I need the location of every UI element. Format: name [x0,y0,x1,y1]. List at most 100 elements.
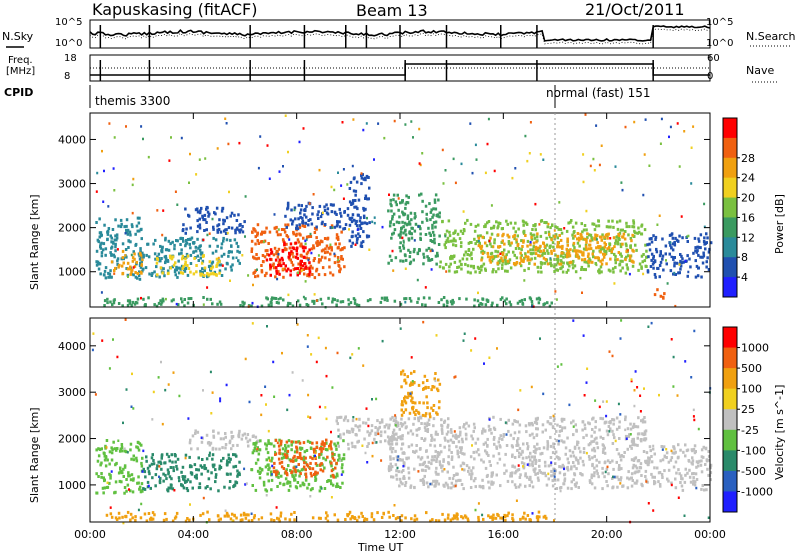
velocity-cell [394,517,398,521]
power-cell [587,264,590,268]
velocity-cell [168,459,171,463]
velocity-cell [387,467,391,471]
power-cell [401,220,404,224]
velocity-cell [507,511,510,515]
velocity-scatter-cell [553,469,556,472]
power-scatter-cell [112,167,115,170]
power-scatter-cell [176,203,179,206]
power-cell [126,299,130,303]
velocity-cell [688,468,691,472]
power-cell [697,253,700,257]
velocity-cell [337,458,340,462]
velocity-cell [384,439,387,443]
velocity-cell [533,445,536,449]
power-scatter-cell [307,258,310,262]
power-cell [474,242,477,246]
power-cell [479,234,482,238]
velocity-cell [402,410,405,414]
velocity-cell [328,444,331,448]
velocity-cell [423,460,426,464]
power-cell [141,258,144,262]
velocity-cell [103,486,106,490]
velocity-cell [472,422,476,426]
velocity-cell [290,512,293,516]
power-cell [570,219,573,222]
power-cell [600,235,603,239]
velocity-cell [321,469,325,473]
power-cell [569,248,572,252]
velocity-cell [611,486,614,490]
power-scatter-cell [460,162,463,166]
velocity-cell [490,480,493,484]
velocity-cell [419,457,423,461]
power-cell [589,259,592,263]
power-scatter-cell [584,113,587,116]
power-cell [198,226,202,230]
power-cell [612,270,615,274]
power-cell [496,303,499,307]
velocity-cell [160,456,163,460]
velocity-cell [244,516,248,520]
velocity-cell [446,425,449,429]
power-cell [599,259,602,263]
velocity-colorbar-tick-label-6: -500 [741,465,766,478]
velocity-cell [426,428,430,431]
power-cell [504,259,507,263]
power-scatter-cell [419,163,422,167]
velocity-cell [611,459,614,463]
power-cell [640,265,643,269]
power-heatmap-cells [95,113,713,309]
power-scatter-cell [474,143,477,147]
power-cell [541,251,545,255]
power-cell [176,239,179,243]
power-cell [433,241,436,245]
power-scatter-cell [308,202,311,205]
velocity-cell [592,439,595,443]
power-scatter-cell [452,157,455,161]
power-scatter-cell [244,235,246,238]
velocity-cell [551,479,554,483]
power-cell [404,206,407,210]
power-cell [574,221,578,225]
power-cell [351,213,355,217]
velocity-cell [336,485,340,488]
power-cell [380,296,384,300]
power-cell [390,204,393,208]
velocity-scatter-cell [453,376,456,379]
velocity-cell [449,428,453,432]
velocity-scatter-cell [202,389,204,392]
power-cell [155,265,158,269]
velocity-cell [389,446,392,450]
power-cell [283,267,287,271]
velocity-cell [536,471,539,475]
velocity-scatter-cell [620,319,623,322]
power-scatter-cell [354,243,357,246]
velocity-cell [418,427,421,430]
velocity-cell [497,440,500,444]
velocity-cell [134,518,137,522]
velocity-cell [632,440,636,444]
velocity-cell [212,465,215,469]
power-scatter-cell [208,232,211,235]
power-cell [488,258,492,262]
power-colorbar-segment-3 [723,177,737,199]
velocity-cell [401,369,405,373]
velocity-cell [560,465,563,469]
power-scatter-cell [259,135,262,138]
power-scatter-cell [579,276,582,280]
velocity-cell [274,438,278,442]
power-cell [209,272,213,276]
power-cell [379,300,383,304]
velocity-scatter-cell [483,362,485,365]
power-cell [347,302,351,306]
power-scatter-cell [304,242,307,246]
power-cell [131,300,134,304]
power-cell [225,238,229,242]
velocity-cell [254,488,258,492]
velocity-cell [337,444,340,448]
power-cell [316,244,319,247]
velocity-cell [270,442,273,446]
velocity-cell [524,472,527,476]
power-cell [286,235,290,239]
power-scatter-cell [356,228,359,231]
